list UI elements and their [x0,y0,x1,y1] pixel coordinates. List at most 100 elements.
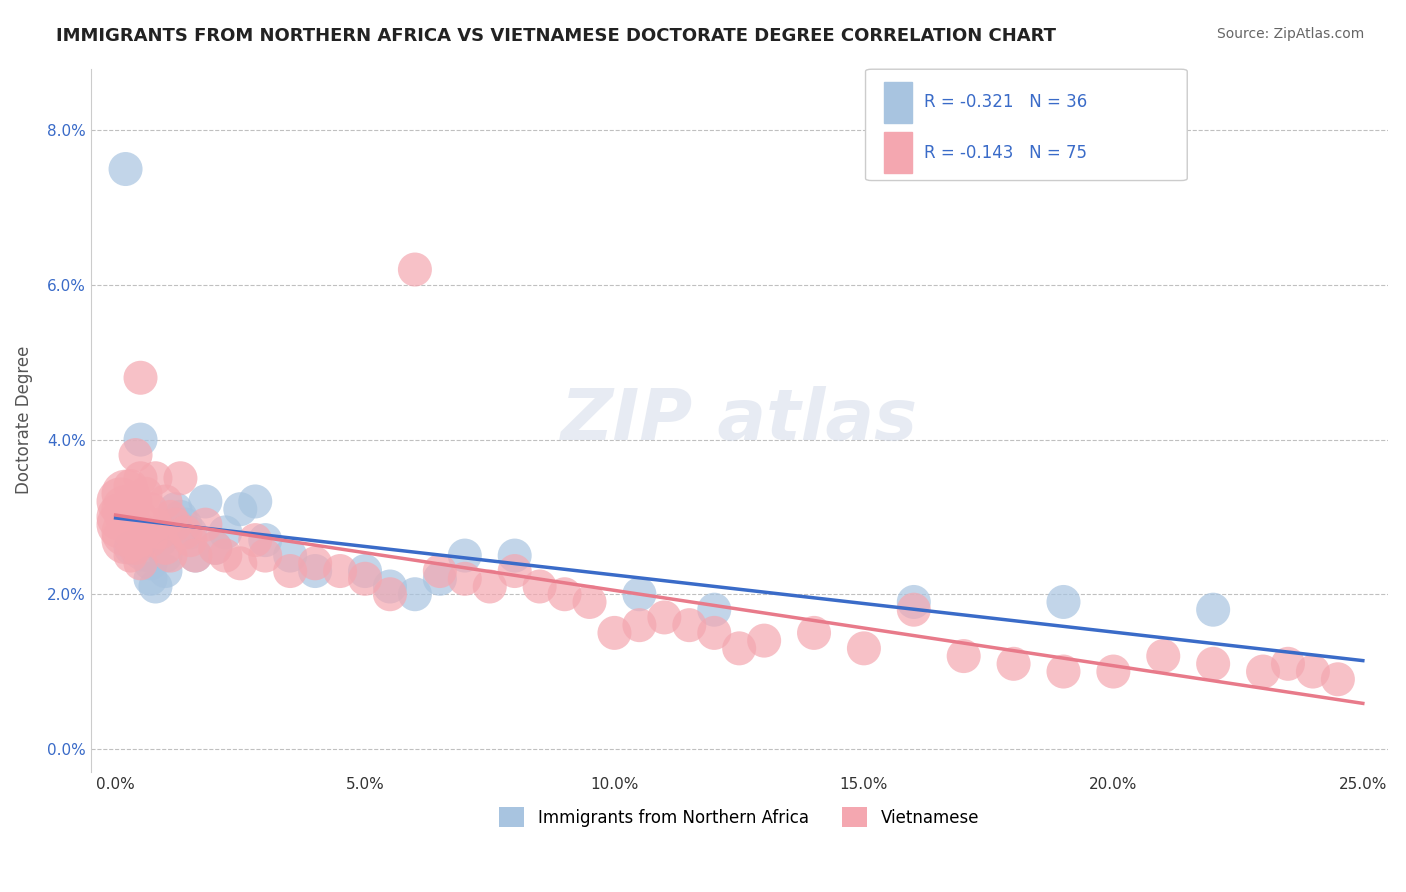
Point [245,494,267,508]
Point [304,564,326,578]
Point [129,471,152,485]
Point [1202,603,1225,617]
Point [454,549,477,563]
Point [204,541,226,555]
Point [429,564,451,578]
Point [529,580,551,594]
Bar [884,132,912,173]
Point [120,510,142,524]
Point [145,533,167,548]
Point [145,580,167,594]
Point [728,641,751,656]
Point [354,572,377,586]
Point [1302,665,1324,679]
Point [139,572,162,586]
Legend: Immigrants from Northern Africa, Vietnamese: Immigrants from Northern Africa, Vietnam… [492,800,986,834]
Point [134,541,156,555]
Point [703,603,725,617]
Point [165,517,187,532]
Point [678,618,700,632]
Point [803,626,825,640]
Point [124,541,146,555]
Point [1052,595,1074,609]
Point [304,557,326,571]
Point [378,580,401,594]
Point [478,580,501,594]
Point [114,161,136,176]
Point [429,572,451,586]
Text: IMMIGRANTS FROM NORTHERN AFRICA VS VIETNAMESE DOCTORATE DEGREE CORRELATION CHART: IMMIGRANTS FROM NORTHERN AFRICA VS VIETN… [56,27,1056,45]
Point [229,557,252,571]
Point [145,517,167,532]
Point [174,517,197,532]
Point [129,433,152,447]
Point [1251,665,1274,679]
Point [114,487,136,501]
Point [169,471,191,485]
Point [145,471,167,485]
Point [120,479,142,493]
FancyBboxPatch shape [866,70,1187,180]
Point [159,549,181,563]
Point [120,549,142,563]
Point [155,549,177,563]
Point [503,549,526,563]
Text: ZIP atlas: ZIP atlas [561,385,918,455]
Point [1202,657,1225,671]
Point [204,541,226,555]
Point [124,517,146,532]
Point [159,510,181,524]
Point [404,262,426,277]
Point [174,525,197,540]
Point [454,572,477,586]
Point [149,533,172,548]
Point [129,510,152,524]
Bar [884,82,912,123]
Point [139,557,162,571]
Point [155,541,177,555]
Point [184,549,207,563]
Point [1152,649,1174,664]
Point [903,595,925,609]
Point [1277,657,1299,671]
Point [155,564,177,578]
Point [114,533,136,548]
Point [139,533,162,548]
Point [1327,673,1350,687]
Point [124,448,146,462]
Point [129,557,152,571]
Point [1002,657,1025,671]
Point [179,533,201,548]
Point [254,533,277,548]
Point [852,641,875,656]
Point [554,587,576,601]
Point [114,502,136,516]
Point [752,633,775,648]
Point [124,494,146,508]
Text: Source: ZipAtlas.com: Source: ZipAtlas.com [1216,27,1364,41]
Y-axis label: Doctorate Degree: Doctorate Degree [15,346,32,494]
Point [603,626,626,640]
Point [404,587,426,601]
Point [114,525,136,540]
Point [278,549,301,563]
Point [952,649,974,664]
Point [1052,665,1074,679]
Point [110,510,132,524]
Point [254,549,277,563]
Text: R = -0.143   N = 75: R = -0.143 N = 75 [924,144,1087,161]
Point [129,533,152,548]
Point [194,494,217,508]
Point [155,494,177,508]
Point [703,626,725,640]
Point [378,587,401,601]
Point [1102,665,1125,679]
Point [229,502,252,516]
Point [139,502,162,516]
Point [503,564,526,578]
Point [578,595,600,609]
Point [110,517,132,532]
Point [903,603,925,617]
Point [194,517,217,532]
Point [278,564,301,578]
